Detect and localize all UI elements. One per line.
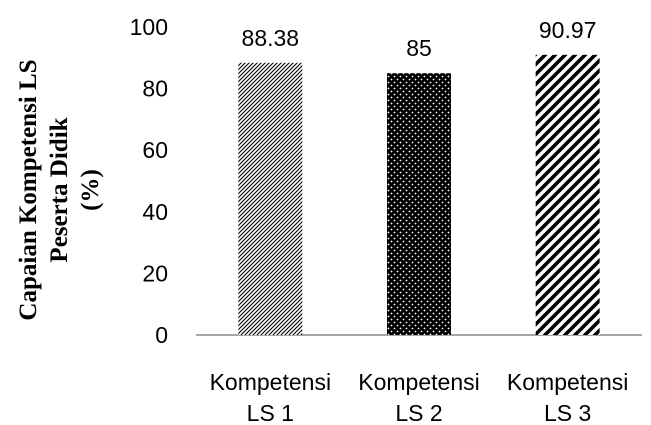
y-axis-title: Capaian Kompetensi LS Peserta Didik (%) [15,59,104,320]
bar-3 [535,54,600,335]
category-label-1-line-1: Kompetensi [210,369,331,395]
y-tick-label: 20 [142,260,168,286]
y-axis-ticks: 0 20 40 60 80 100 [130,14,168,348]
data-label-2: 85 [406,35,432,61]
category-labels: Kompetensi LS 1 Kompetensi LS 2 Kompetensi LS… [210,369,629,425]
y-tick-label: 0 [155,322,168,348]
bar-2 [387,73,451,335]
y-axis-title-line-2: Peserta Didik [46,117,73,262]
y-tick-label: 80 [142,76,168,102]
category-label-3-line-2: LS 3 [544,400,591,425]
data-labels: 88.38 85 90.97 [242,17,597,61]
data-label-1: 88.38 [242,25,300,51]
y-tick-label: 40 [142,199,168,225]
category-label-3-line-1: Kompetensi [507,369,628,395]
data-label-3: 90.97 [539,17,597,43]
y-axis-title-line-3: (%) [77,169,104,211]
category-label-2-line-2: LS 2 [395,400,442,425]
bar-1 [238,62,303,335]
bars [238,54,600,335]
category-label-1-line-2: LS 1 [247,400,294,425]
y-tick-label: 100 [130,14,168,40]
y-tick-label: 60 [142,137,168,163]
y-axis-title-line-1: Capaian Kompetensi LS [15,59,42,320]
category-label-2-line-1: Kompetensi [358,369,479,395]
